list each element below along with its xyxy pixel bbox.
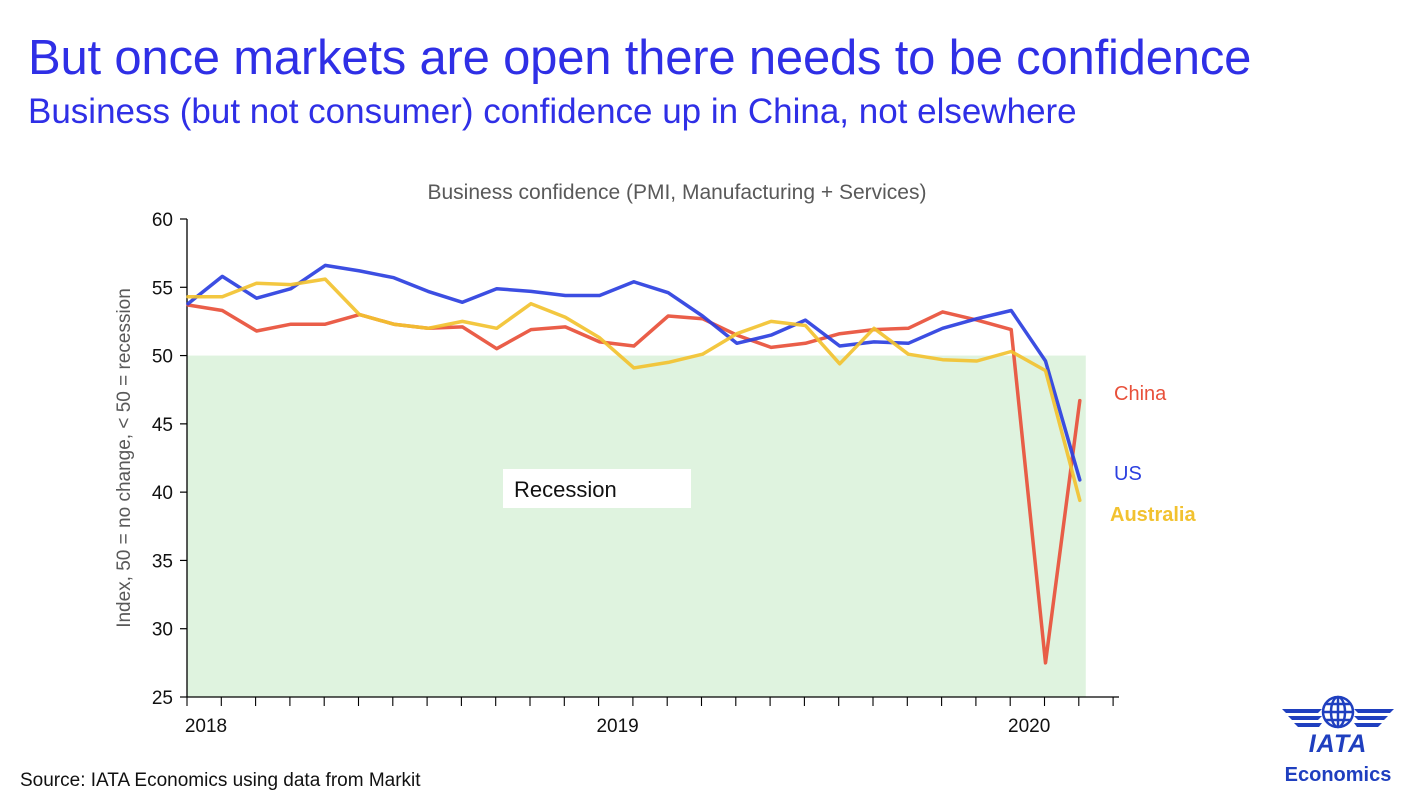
series-line-australia	[186, 277, 1082, 503]
chart-title: Business confidence (PMI, Manufacturing …	[428, 181, 927, 204]
axes: 25 30 35 40 45 50 55 60 2018 2019 2020	[152, 210, 1119, 737]
y-axis-label: Index, 50 = no change, < 50 = recession	[114, 288, 135, 628]
x-tick-label: 2019	[596, 716, 638, 737]
x-tick-label: 2018	[185, 716, 227, 737]
y-tick-label: 55	[152, 278, 173, 299]
series-label-australia: Australia	[1110, 504, 1196, 526]
series-label-us: US	[1114, 463, 1142, 485]
logo-wordmark: IATA	[1308, 730, 1368, 758]
iata-economics-logo: IATA Economics	[1268, 692, 1408, 792]
y-tick-label: 25	[152, 688, 173, 709]
page-subtitle: Business (but not consumer) confidence u…	[28, 92, 1077, 131]
series-label-china: China	[1114, 383, 1167, 405]
series-labels: China US Australia	[1110, 383, 1196, 526]
series-line-china	[186, 303, 1082, 665]
series-line-us	[186, 263, 1082, 482]
globe-wings-icon	[1282, 695, 1394, 729]
y-tick-label: 35	[152, 551, 173, 572]
business-confidence-chart: Recession Business confidence (PMI, Manu…	[114, 181, 1196, 737]
y-tick-label: 60	[152, 210, 173, 231]
recession-label-box	[503, 469, 691, 508]
y-tick-label: 50	[152, 347, 173, 368]
logo-tagline: Economics	[1284, 764, 1392, 786]
y-tick-label: 40	[152, 483, 173, 504]
y-tick-label: 45	[152, 415, 173, 436]
series-lines	[186, 263, 1082, 665]
x-tick-label: 2020	[1008, 716, 1050, 737]
source-note: Source: IATA Economics using data from M…	[20, 770, 421, 791]
y-tick-label: 30	[152, 620, 173, 641]
page-title: But once markets are open there needs to…	[28, 31, 1252, 85]
recession-band	[187, 355, 1086, 697]
recession-label: Recession	[514, 477, 617, 502]
